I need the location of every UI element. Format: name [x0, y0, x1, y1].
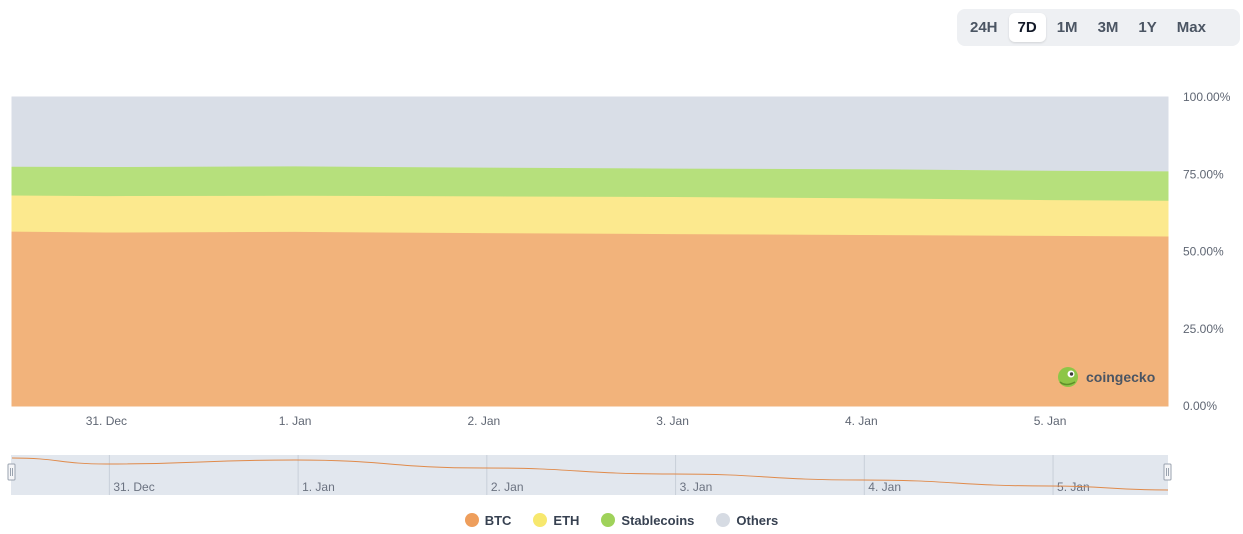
watermark-text: coingecko	[1086, 369, 1155, 385]
watermark: coingecko	[1058, 367, 1155, 387]
navigator-tick-label: 31. Dec	[113, 480, 154, 494]
legend-item-others[interactable]: Others	[716, 513, 778, 528]
dominance-area-chart: 100.00% 75.00% 50.00% 25.00% 0.00% 31. Dec 1.…	[11, 90, 1231, 428]
x-tick-label: 1. Jan	[279, 414, 312, 428]
legend-label-eth: ETH	[553, 512, 580, 528]
navigator-tick-label: 2. Jan	[491, 480, 524, 494]
x-tick-label: 3. Jan	[656, 414, 689, 428]
area-stablecoins[interactable]	[11, 165, 1169, 201]
area-eth[interactable]	[11, 194, 1169, 237]
y-tick-label: 50.00%	[1183, 245, 1224, 259]
time-range-selector: 24H 7D 1M 3M 1Y Max	[957, 9, 1240, 46]
coingecko-logo-icon	[1058, 367, 1078, 387]
navigator-tick-label: 1. Jan	[302, 480, 335, 494]
legend-dot-stablecoins	[601, 513, 616, 527]
stacked-areas	[11, 96, 1169, 407]
navigator-tick-label: 4. Jan	[868, 480, 901, 494]
x-tick-label: 31. Dec	[86, 414, 127, 428]
range-navigator[interactable]: 31. Dec 1. Jan 2. Jan 3. Jan 4. Jan 5. Jan	[0, 450, 1243, 500]
area-others[interactable]	[11, 96, 1169, 172]
x-axis: 31. Dec 1. Jan 2. Jan 3. Jan 4. Jan 5. Jan	[86, 414, 1067, 428]
range-button-1m[interactable]: 1M	[1056, 19, 1078, 36]
navigator-right-handle[interactable]	[1163, 463, 1172, 481]
y-tick-label: 25.00%	[1183, 322, 1224, 336]
legend-label-btc: BTC	[484, 512, 512, 528]
x-tick-label: 4. Jan	[845, 414, 878, 428]
range-button-7d[interactable]: 7D	[1008, 13, 1046, 42]
legend-label-others: Others	[736, 512, 779, 528]
y-tick-label: 100.00%	[1183, 90, 1231, 104]
y-tick-label: 75.00%	[1183, 167, 1224, 181]
navigator-background	[11, 455, 1168, 495]
legend-dot-btc	[464, 513, 479, 527]
navigator-line	[11, 457, 1169, 491]
legend-item-eth[interactable]: ETH	[533, 513, 579, 528]
x-tick-label: 2. Jan	[467, 414, 500, 428]
navigator-axis: 31. Dec 1. Jan 2. Jan 3. Jan 4. Jan 5. Jan	[108, 455, 1090, 495]
legend-dot-others	[716, 513, 731, 527]
legend-item-btc[interactable]: BTC	[464, 512, 512, 528]
x-tick-label: 5. Jan	[1034, 414, 1067, 428]
area-btc[interactable]	[11, 230, 1169, 407]
legend-dot-eth	[533, 513, 548, 527]
range-button-24h[interactable]: 24H	[970, 19, 998, 36]
y-tick-label: 0.00%	[1183, 399, 1217, 413]
chart-legend: BTC ETH Stablecoins Others	[0, 508, 1243, 532]
range-button-max[interactable]: Max	[1176, 19, 1206, 36]
range-button-3m[interactable]: 3M	[1097, 19, 1119, 36]
y-axis: 100.00% 75.00% 50.00% 25.00% 0.00%	[1183, 90, 1231, 413]
navigator-tick-label: 3. Jan	[680, 480, 713, 494]
navigator-tick-label: 5. Jan	[1057, 480, 1090, 494]
range-button-1y[interactable]: 1Y	[1138, 19, 1157, 36]
legend-item-stablecoins[interactable]: Stablecoins	[601, 513, 694, 528]
navigator-left-handle[interactable]	[7, 463, 16, 481]
legend-label-stablecoins: Stablecoins	[621, 512, 695, 528]
